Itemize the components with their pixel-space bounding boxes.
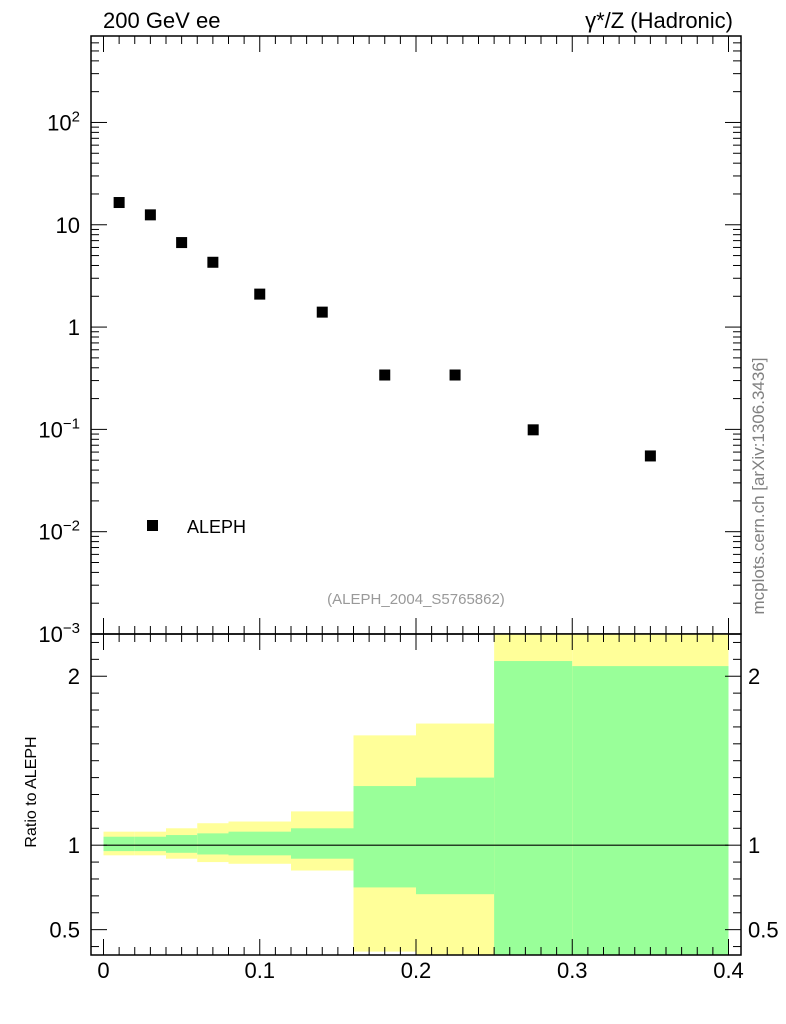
side-label: mcplots.cern.ch [arXiv:1306.3436] [749, 357, 768, 614]
header-left-label: 200 GeV ee [103, 8, 220, 33]
main-panel: 10−3 10−2 10−1 1 10 102 ALEPH [38, 35, 742, 647]
y-tick-label-main: 10−1 [38, 415, 80, 442]
green-band-0 [103, 836, 135, 852]
data-point-aleph [644, 450, 656, 462]
legend-marker-aleph [147, 520, 158, 531]
y-tick-label-main: 1 [68, 315, 80, 340]
green-band-4 [228, 831, 291, 856]
green-band-3 [197, 833, 229, 855]
green-band-5 [291, 828, 354, 859]
ratio-y-tick-label-left: 2 [68, 664, 80, 689]
legend-label-aleph: ALEPH [187, 517, 246, 537]
x-tick-label: 0.3 [557, 958, 588, 983]
x-tick-label: 0.2 [401, 958, 432, 983]
y-tick-label-main: 10−3 [38, 620, 80, 647]
main-frame [90, 35, 742, 635]
ratio-panel: 0 0.1 0.2 0.3 0.40.5 0.51 12 2 [49, 633, 779, 983]
data-point-aleph [449, 369, 461, 381]
ratio-y-tick-label-left: 1 [68, 833, 80, 858]
data-point-aleph [254, 288, 266, 300]
green-band-6 [353, 786, 416, 888]
y-tick-label-main: 10−2 [38, 518, 80, 545]
data-point-aleph [176, 237, 188, 249]
ratio-y-tick-label-right: 1 [748, 833, 760, 858]
ratio-axis-label: Ratio to ALEPH [23, 736, 40, 847]
data-point-aleph [527, 424, 539, 436]
data-point-aleph [113, 197, 125, 209]
analysis-label: (ALEPH_2004_S5765862) [327, 591, 505, 608]
data-point-aleph [144, 209, 156, 221]
y-tick-label-main: 102 [47, 108, 80, 135]
y-tick-label-main: 10 [56, 213, 80, 238]
data-point-aleph [316, 306, 328, 318]
green-band-9 [572, 666, 729, 955]
ratio-y-tick-label-right: 0.5 [748, 918, 779, 943]
ratio-y-tick-label-left: 0.5 [49, 918, 80, 943]
data-point-aleph [207, 256, 219, 268]
green-band-8 [494, 661, 573, 955]
header-right-label: γ*/Z (Hadronic) [585, 8, 733, 33]
x-tick-label: 0.4 [713, 958, 744, 983]
green-band-2 [166, 835, 198, 853]
ratio-y-tick-label-right: 2 [748, 664, 760, 689]
green-band-1 [134, 836, 166, 852]
green-band-7 [416, 777, 495, 895]
data-point-aleph [379, 369, 391, 381]
x-tick-label: 0 [97, 958, 109, 983]
x-tick-label: 0.1 [244, 958, 275, 983]
